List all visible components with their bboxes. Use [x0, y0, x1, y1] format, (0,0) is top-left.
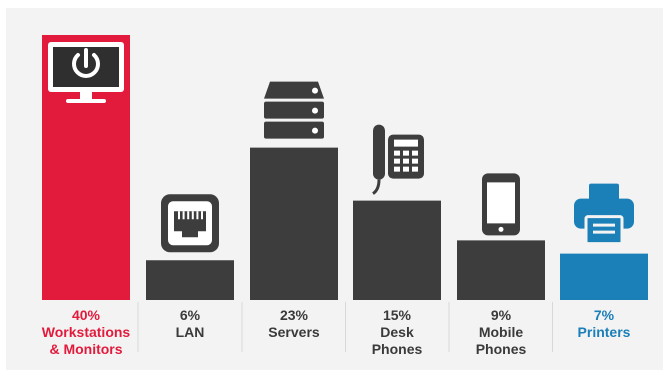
label-printers: 7% Printers [544, 307, 664, 341]
bar-3 [250, 147, 338, 300]
category-label-line1: Printers [577, 324, 631, 340]
monitor-power-icon [48, 42, 124, 103]
category-label-line2: & Monitors [49, 341, 123, 357]
category-label-line2: Phones [475, 341, 527, 357]
category-label-line1: Workstations [41, 324, 131, 340]
percent-label: 23% [279, 307, 309, 323]
percent-label: 7% [593, 307, 615, 323]
printer-icon [574, 183, 634, 246]
desk-phone-icon [372, 124, 424, 195]
category-label-line2: Phones [371, 341, 423, 357]
percent-label: 40% [71, 307, 101, 323]
bar-6 [560, 253, 648, 300]
bar-5 [457, 240, 545, 300]
percent-label: 9% [490, 307, 512, 323]
label-workstations: 40% Workstations & Monitors [26, 307, 146, 358]
bar-4 [353, 200, 441, 300]
mobile-phone-icon [482, 173, 520, 236]
category-label-line1: LAN [175, 324, 205, 340]
bar-2 [146, 260, 234, 300]
category-label-line1: Mobile [478, 324, 524, 340]
label-desk-phones: 15% Desk Phones [337, 307, 457, 358]
category-label-line1: Servers [268, 324, 320, 340]
category-label-line1: Desk [380, 324, 414, 340]
percent-label: 15% [382, 307, 412, 323]
percent-label: 6% [179, 307, 201, 323]
label-lan: 6% LAN [130, 307, 250, 341]
label-servers: 23% Servers [234, 307, 354, 341]
label-mobile-phones: 9% Mobile Phones [441, 307, 561, 358]
server-stack-icon [264, 81, 324, 139]
ethernet-port-icon [161, 194, 219, 253]
